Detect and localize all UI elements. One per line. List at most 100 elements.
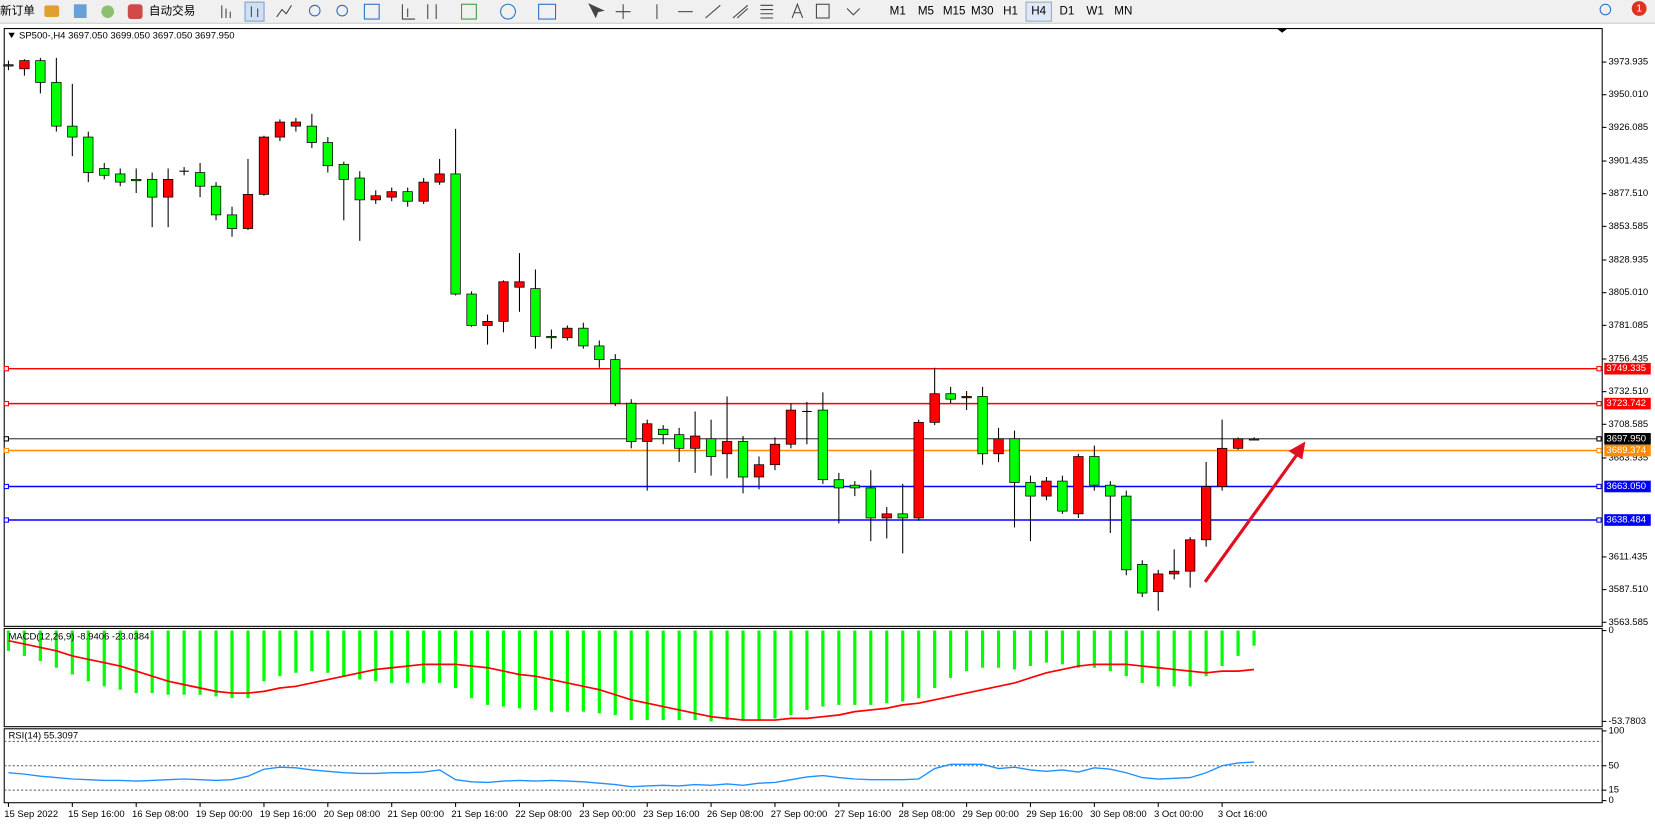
macd-bar	[725, 630, 729, 721]
macd-bar	[549, 630, 553, 712]
candle-body	[35, 60, 46, 83]
tile[interactable]	[363, 3, 380, 20]
fibo[interactable]	[760, 4, 774, 19]
macd-bar	[1252, 630, 1256, 646]
macd-bar	[198, 630, 202, 695]
timeframe-button[interactable]: H1	[1003, 5, 1018, 18]
candle-body	[610, 359, 621, 404]
candle-body	[19, 60, 30, 70]
macd-panel	[3, 627, 1603, 728]
macd-bar	[1108, 630, 1112, 672]
timeframe-button[interactable]: M15	[943, 5, 966, 18]
crosshair[interactable]	[615, 4, 631, 20]
timeframe-button[interactable]: H4	[1031, 5, 1046, 18]
candle-body	[594, 345, 605, 360]
title-marker	[8, 32, 15, 39]
macd-bar	[980, 630, 985, 668]
icon[interactable]	[73, 4, 87, 18]
timeframe-button[interactable]: M1	[890, 5, 906, 18]
timeframe-button[interactable]: D1	[1060, 5, 1075, 18]
indicators[interactable]	[461, 3, 477, 20]
notification-badge[interactable]	[1631, 1, 1647, 16]
x-tick-label: 21 Sep 16:00	[451, 809, 508, 820]
icon[interactable]	[101, 5, 115, 18]
scroll-icon[interactable]	[401, 4, 416, 20]
shift-icon[interactable]	[427, 4, 437, 20]
macd-bar	[949, 630, 953, 678]
candle-body	[1201, 486, 1212, 541]
y-tick-label: 3708.585	[1609, 419, 1649, 430]
icon[interactable]	[44, 5, 60, 17]
candle-body	[1009, 438, 1020, 483]
channel[interactable]	[732, 4, 749, 19]
rsi-line	[8, 761, 1255, 788]
candle-icon[interactable]	[244, 1, 265, 22]
candle-body	[1121, 495, 1132, 571]
y-tick-label: 3611.435	[1609, 551, 1648, 562]
text-tool[interactable]	[791, 2, 804, 19]
timeframe-button[interactable]: M30	[971, 5, 994, 18]
level-tag	[1604, 444, 1651, 457]
macd-bar	[469, 630, 474, 699]
arrows-tool[interactable]	[846, 8, 861, 16]
candle-body	[370, 195, 381, 201]
macd-bar	[102, 630, 106, 687]
y-tick-label: 3732.510	[1609, 386, 1649, 397]
x-tick-label: 3 Oct 16:00	[1218, 809, 1267, 820]
macd-bar	[342, 630, 346, 677]
line-icon[interactable]	[276, 5, 292, 18]
candle-body	[929, 393, 940, 423]
label-tool[interactable]	[815, 3, 830, 19]
candle-body	[658, 428, 669, 436]
macd-bar	[134, 630, 138, 694]
cursor[interactable]	[588, 3, 605, 19]
candle-body	[354, 177, 365, 201]
timeframe-button[interactable]: M5	[918, 5, 934, 18]
auto-trading-button[interactable]: 自动交易	[149, 4, 195, 18]
auto-trading-icon[interactable]	[127, 4, 143, 20]
timeframe-button[interactable]: MN	[1114, 5, 1132, 18]
macd-bar	[773, 630, 777, 719]
macd-bar	[789, 630, 793, 716]
macd-bar	[917, 630, 921, 699]
candle-body	[514, 281, 525, 288]
candle-body	[306, 125, 317, 143]
macd-bar	[1076, 630, 1080, 668]
macd-bar	[54, 630, 58, 668]
macd-bar	[996, 630, 1001, 668]
candle-body	[386, 191, 397, 198]
candle-body	[1216, 447, 1228, 487]
templates[interactable]	[538, 3, 557, 20]
candle-body	[1137, 563, 1148, 594]
zoom-in[interactable]	[308, 4, 321, 17]
candle-body	[578, 327, 589, 347]
zoom-out[interactable]	[336, 4, 349, 17]
timeframe-button[interactable]: W1	[1086, 5, 1103, 18]
toolbar: 新订单 自动交易	[0, 0, 1655, 24]
candle-icon[interactable]	[250, 6, 259, 17]
macd-bar	[118, 630, 122, 690]
macd-bar	[757, 630, 761, 721]
new-order-button[interactable]: 新订单	[0, 4, 35, 18]
candle-body	[147, 179, 158, 198]
x-tick-label: 29 Sep 16:00	[1026, 809, 1083, 820]
y-tick-label: 50	[1609, 760, 1620, 771]
candle-body	[865, 487, 876, 519]
x-tick-label: 15 Sep 2022	[4, 809, 58, 820]
macd-bar	[901, 630, 905, 702]
macd-bar	[517, 630, 522, 709]
macd-bar	[390, 630, 394, 683]
candle-body	[83, 136, 94, 173]
search[interactable]	[1599, 3, 1612, 16]
notification-count: 1	[1636, 2, 1642, 14]
y-tick-label: -53.7803	[1609, 716, 1647, 727]
trendline[interactable]	[705, 4, 721, 19]
periods[interactable]	[500, 3, 516, 20]
bar-chart-icon[interactable]	[221, 5, 231, 18]
macd-bar	[1060, 630, 1064, 665]
level-tag	[1604, 362, 1651, 375]
macd-bar	[1044, 630, 1049, 663]
macd-bar	[1172, 630, 1176, 687]
y-tick-label: 3901.435	[1609, 156, 1649, 167]
